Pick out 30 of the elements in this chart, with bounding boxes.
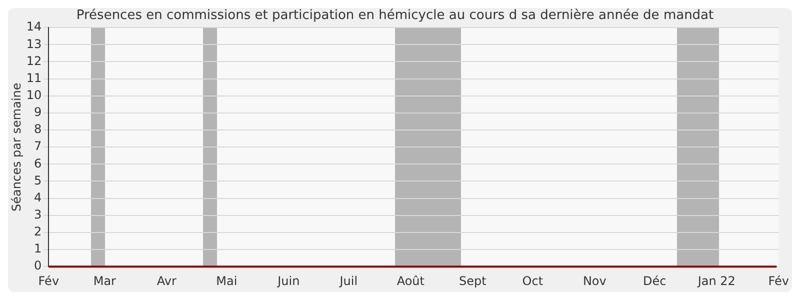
y-tick-label: 13	[26, 36, 42, 51]
y-tick-label: 14	[26, 20, 42, 34]
x-tick-label: Juil	[338, 274, 358, 288]
x-tick-label: Avr	[156, 274, 176, 288]
y-tick-label: 5	[34, 173, 42, 188]
x-tick-label: Mai	[216, 274, 238, 288]
y-tick-label: 4	[34, 190, 42, 204]
y-tick-label: 10	[26, 88, 42, 102]
x-tick-label: Août	[396, 274, 425, 288]
y-tick-label: 9	[34, 105, 42, 120]
x-tick-label: Jan 22	[696, 274, 736, 288]
x-tick-label: Mar	[93, 274, 116, 288]
x-tick-label: Fév	[768, 274, 789, 288]
y-axis-title: Séances par semaine	[9, 82, 24, 212]
y-tick-label: 6	[34, 156, 42, 170]
x-tick-label: Nov	[582, 274, 606, 288]
x-tick-label: Juin	[276, 274, 300, 288]
x-tick-label: Fév	[38, 274, 60, 288]
y-tick-label: 7	[34, 139, 42, 154]
x-tick-label: Déc	[643, 274, 666, 288]
y-tick-label: 2	[34, 224, 42, 239]
x-tick-label: Sept	[458, 274, 487, 288]
y-tick-label: 12	[26, 54, 42, 68]
y-tick-label: 8	[34, 122, 42, 136]
chart-title: Présences en commissions et participation en hémicycle au cours d sa dernière année de mandat	[76, 8, 714, 24]
y-tick-label: 11	[26, 70, 42, 85]
y-tick-label: 3	[34, 208, 42, 222]
y-tick-label: 0	[34, 258, 42, 273]
x-tick-label: Oct	[522, 274, 544, 288]
y-tick-label: 1	[34, 242, 42, 256]
